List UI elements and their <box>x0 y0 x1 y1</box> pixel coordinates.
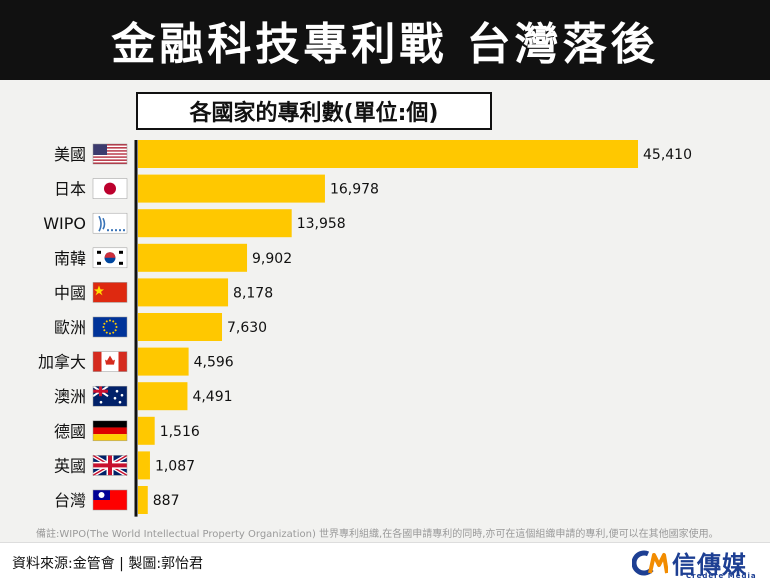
bar-row: WIPO 13,958 <box>43 209 346 238</box>
footnote: 備註:WIPO(The World Intellectual Property … <box>36 529 719 540</box>
bar <box>138 209 292 238</box>
cm-logo-icon <box>632 550 668 576</box>
us-flag-icon <box>92 143 128 165</box>
bar <box>138 278 229 307</box>
bar <box>138 347 189 376</box>
uk-flag-icon <box>91 453 129 478</box>
bar <box>138 243 248 272</box>
category-label: WIPO <box>43 214 86 233</box>
value-label: 4,596 <box>194 355 234 371</box>
bar <box>138 416 155 445</box>
category-label: 加拿大 <box>38 353 86 372</box>
value-label: 887 <box>153 493 180 509</box>
bar <box>138 486 148 514</box>
eu-flag-icon <box>92 316 128 338</box>
bar-row: 歐洲 7,630 <box>54 313 267 341</box>
bar-chart: 美國 45,410 日本 16,978 WIPO 13,958 南韓 9,902 中國 8,178… <box>38 140 692 517</box>
value-label: 9,902 <box>252 251 292 267</box>
bar-row: 南韓 9,902 <box>54 243 292 272</box>
category-label: 歐洲 <box>54 318 86 337</box>
bar-row: 德國 1,516 <box>54 416 200 445</box>
source-credit: 資料來源:金管會 | 製圖:郭怡君 <box>12 556 204 572</box>
category-label: 澳洲 <box>54 387 86 406</box>
bar <box>138 382 188 411</box>
bar-row: 美國 45,410 <box>54 140 692 168</box>
bar-row: 加拿大 4,596 <box>38 347 234 376</box>
credere-media-logo: 信傳媒 Credere Media <box>632 547 764 580</box>
tw-flag-icon <box>92 489 128 511</box>
page-title: 金融科技專利戰 台灣落後 <box>111 19 659 70</box>
logo-text: 信傳媒 <box>672 551 747 579</box>
footer: 資料來源:金管會 | 製圖:郭怡君 信傳媒 Credere Media <box>0 542 770 581</box>
bar-row: 澳洲 4,491 <box>54 382 233 411</box>
logo-subtext: Credere Media <box>686 572 757 580</box>
kr-flag-icon <box>92 247 128 269</box>
bar-row: 日本 16,978 <box>54 174 379 203</box>
value-label: 7,630 <box>227 320 267 336</box>
category-label: 英國 <box>54 456 86 475</box>
category-label: 南韓 <box>54 249 86 268</box>
category-label: 台灣 <box>54 491 86 510</box>
category-label: 美國 <box>54 145 86 164</box>
cn-flag-icon <box>92 282 128 303</box>
bar <box>138 313 223 341</box>
bar-row: 中國 8,178 <box>54 278 273 307</box>
bar <box>138 140 638 168</box>
value-label: 1,087 <box>155 458 195 474</box>
ca-flag-icon <box>92 351 128 372</box>
header-banner: 金融科技專利戰 台灣落後 <box>0 0 770 80</box>
value-label: 13,958 <box>297 216 346 232</box>
value-label: 16,978 <box>330 182 379 198</box>
value-label: 8,178 <box>233 285 273 301</box>
au-flag-icon <box>92 385 128 407</box>
de-flag-icon <box>92 420 128 442</box>
wipo-logo-icon <box>92 212 128 234</box>
bar <box>138 174 325 203</box>
chart-title: 各國家的專利數(單位:個) <box>136 92 492 130</box>
bar <box>138 451 150 480</box>
category-label: 中國 <box>54 283 86 302</box>
category-label: 日本 <box>54 180 86 199</box>
bar-row: 英國 1,087 <box>54 451 195 480</box>
category-label: 德國 <box>54 422 86 441</box>
jp-flag-icon <box>92 178 128 199</box>
value-label: 45,410 <box>643 147 692 163</box>
bar-row: 台灣 887 <box>54 486 180 514</box>
value-label: 4,491 <box>192 389 232 405</box>
value-label: 1,516 <box>160 424 200 440</box>
